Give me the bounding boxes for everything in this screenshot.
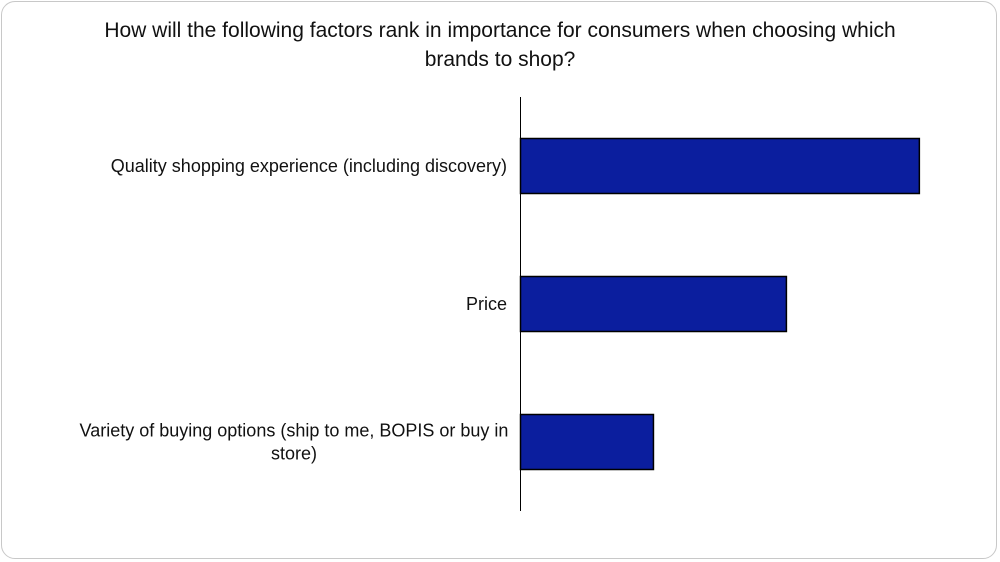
bar-1 xyxy=(519,137,921,195)
bar-3 xyxy=(519,413,655,471)
bar-2 xyxy=(519,275,788,333)
bars-layer xyxy=(519,137,921,471)
chart-title: How will the following factors rank in i… xyxy=(104,19,896,71)
category-labels: Quality shopping experience (including d… xyxy=(80,156,509,464)
category-label-1: Quality shopping experience (including d… xyxy=(111,156,507,176)
category-label-3: Variety of buying options (ship to me, B… xyxy=(80,421,509,464)
category-label-2: Price xyxy=(466,294,507,314)
